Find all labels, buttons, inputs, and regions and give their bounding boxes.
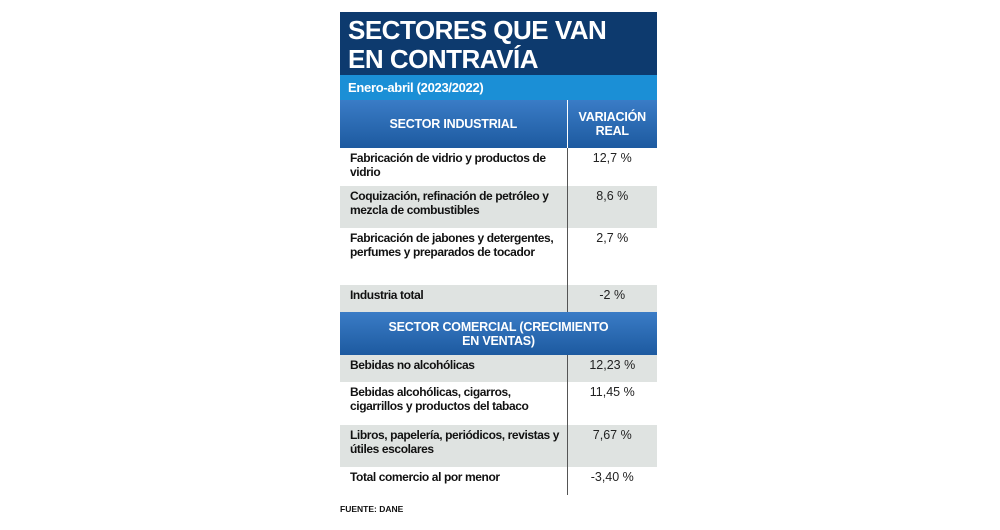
row-value: -2 %	[566, 285, 657, 312]
column-header: SECTOR INDUSTRIAL	[340, 100, 568, 148]
subtitle: Enero-abril (2023/2022)	[340, 75, 657, 100]
row: Bebidas alcohólicas, cigarros, cigarrill…	[340, 382, 657, 425]
row-label: Fabricación de jabones y detergentes, pe…	[340, 228, 568, 285]
table: SECTOR INDUSTRIAL VARIACIÓN REAL Fabrica…	[340, 100, 657, 495]
row-value: 2,7 %	[566, 228, 657, 285]
row: Industria total -2 %	[340, 285, 657, 312]
row: Coquización, refinación de petróleo y me…	[340, 186, 657, 228]
row-value: 12,7 %	[566, 148, 657, 186]
column-header: VARIACIÓN REAL	[567, 100, 657, 148]
row: Bebidas no alcohólicas 12,23 %	[340, 355, 657, 382]
row-label: Total comercio al por menor	[340, 467, 568, 495]
row-label: Coquización, refinación de petróleo y me…	[340, 186, 568, 228]
row-value: 11,45 %	[566, 382, 657, 425]
title-line: EN CONTRAVÍA	[348, 44, 538, 74]
row: Libros, papelería, periódicos, revistas …	[340, 425, 657, 467]
source: FUENTE: DANE	[340, 504, 404, 514]
title: SECTORES QUE VAN EN CONTRAVÍA	[340, 12, 657, 75]
section-header: SECTOR COMERCIAL (CRECIMIENTO EN VENTAS)	[340, 312, 657, 355]
title-line: SECTORES QUE VAN	[348, 15, 607, 45]
row-value: -3,40 %	[566, 467, 657, 495]
section-row: SECTOR COMERCIAL (CRECIMIENTO EN VENTAS)	[340, 312, 657, 355]
infographic: SECTORES QUE VAN EN CONTRAVÍA Enero-abri…	[340, 12, 657, 495]
row-value: 7,67 %	[566, 425, 657, 467]
row-label: Industria total	[340, 285, 568, 312]
header-row: SECTOR INDUSTRIAL VARIACIÓN REAL	[340, 100, 657, 148]
row: Fabricación de jabones y detergentes, pe…	[340, 228, 657, 285]
row-value: 8,6 %	[566, 186, 657, 228]
row: Total comercio al por menor -3,40 %	[340, 467, 657, 495]
row: Fabricación de vidrio y productos de vid…	[340, 148, 657, 186]
row-label: Bebidas no alcohólicas	[340, 355, 568, 382]
row-value: 12,23 %	[566, 355, 657, 382]
row-label: Fabricación de vidrio y productos de vid…	[340, 148, 568, 186]
row-label: Bebidas alcohólicas, cigarros, cigarrill…	[340, 382, 568, 425]
row-label: Libros, papelería, periódicos, revistas …	[340, 425, 568, 467]
